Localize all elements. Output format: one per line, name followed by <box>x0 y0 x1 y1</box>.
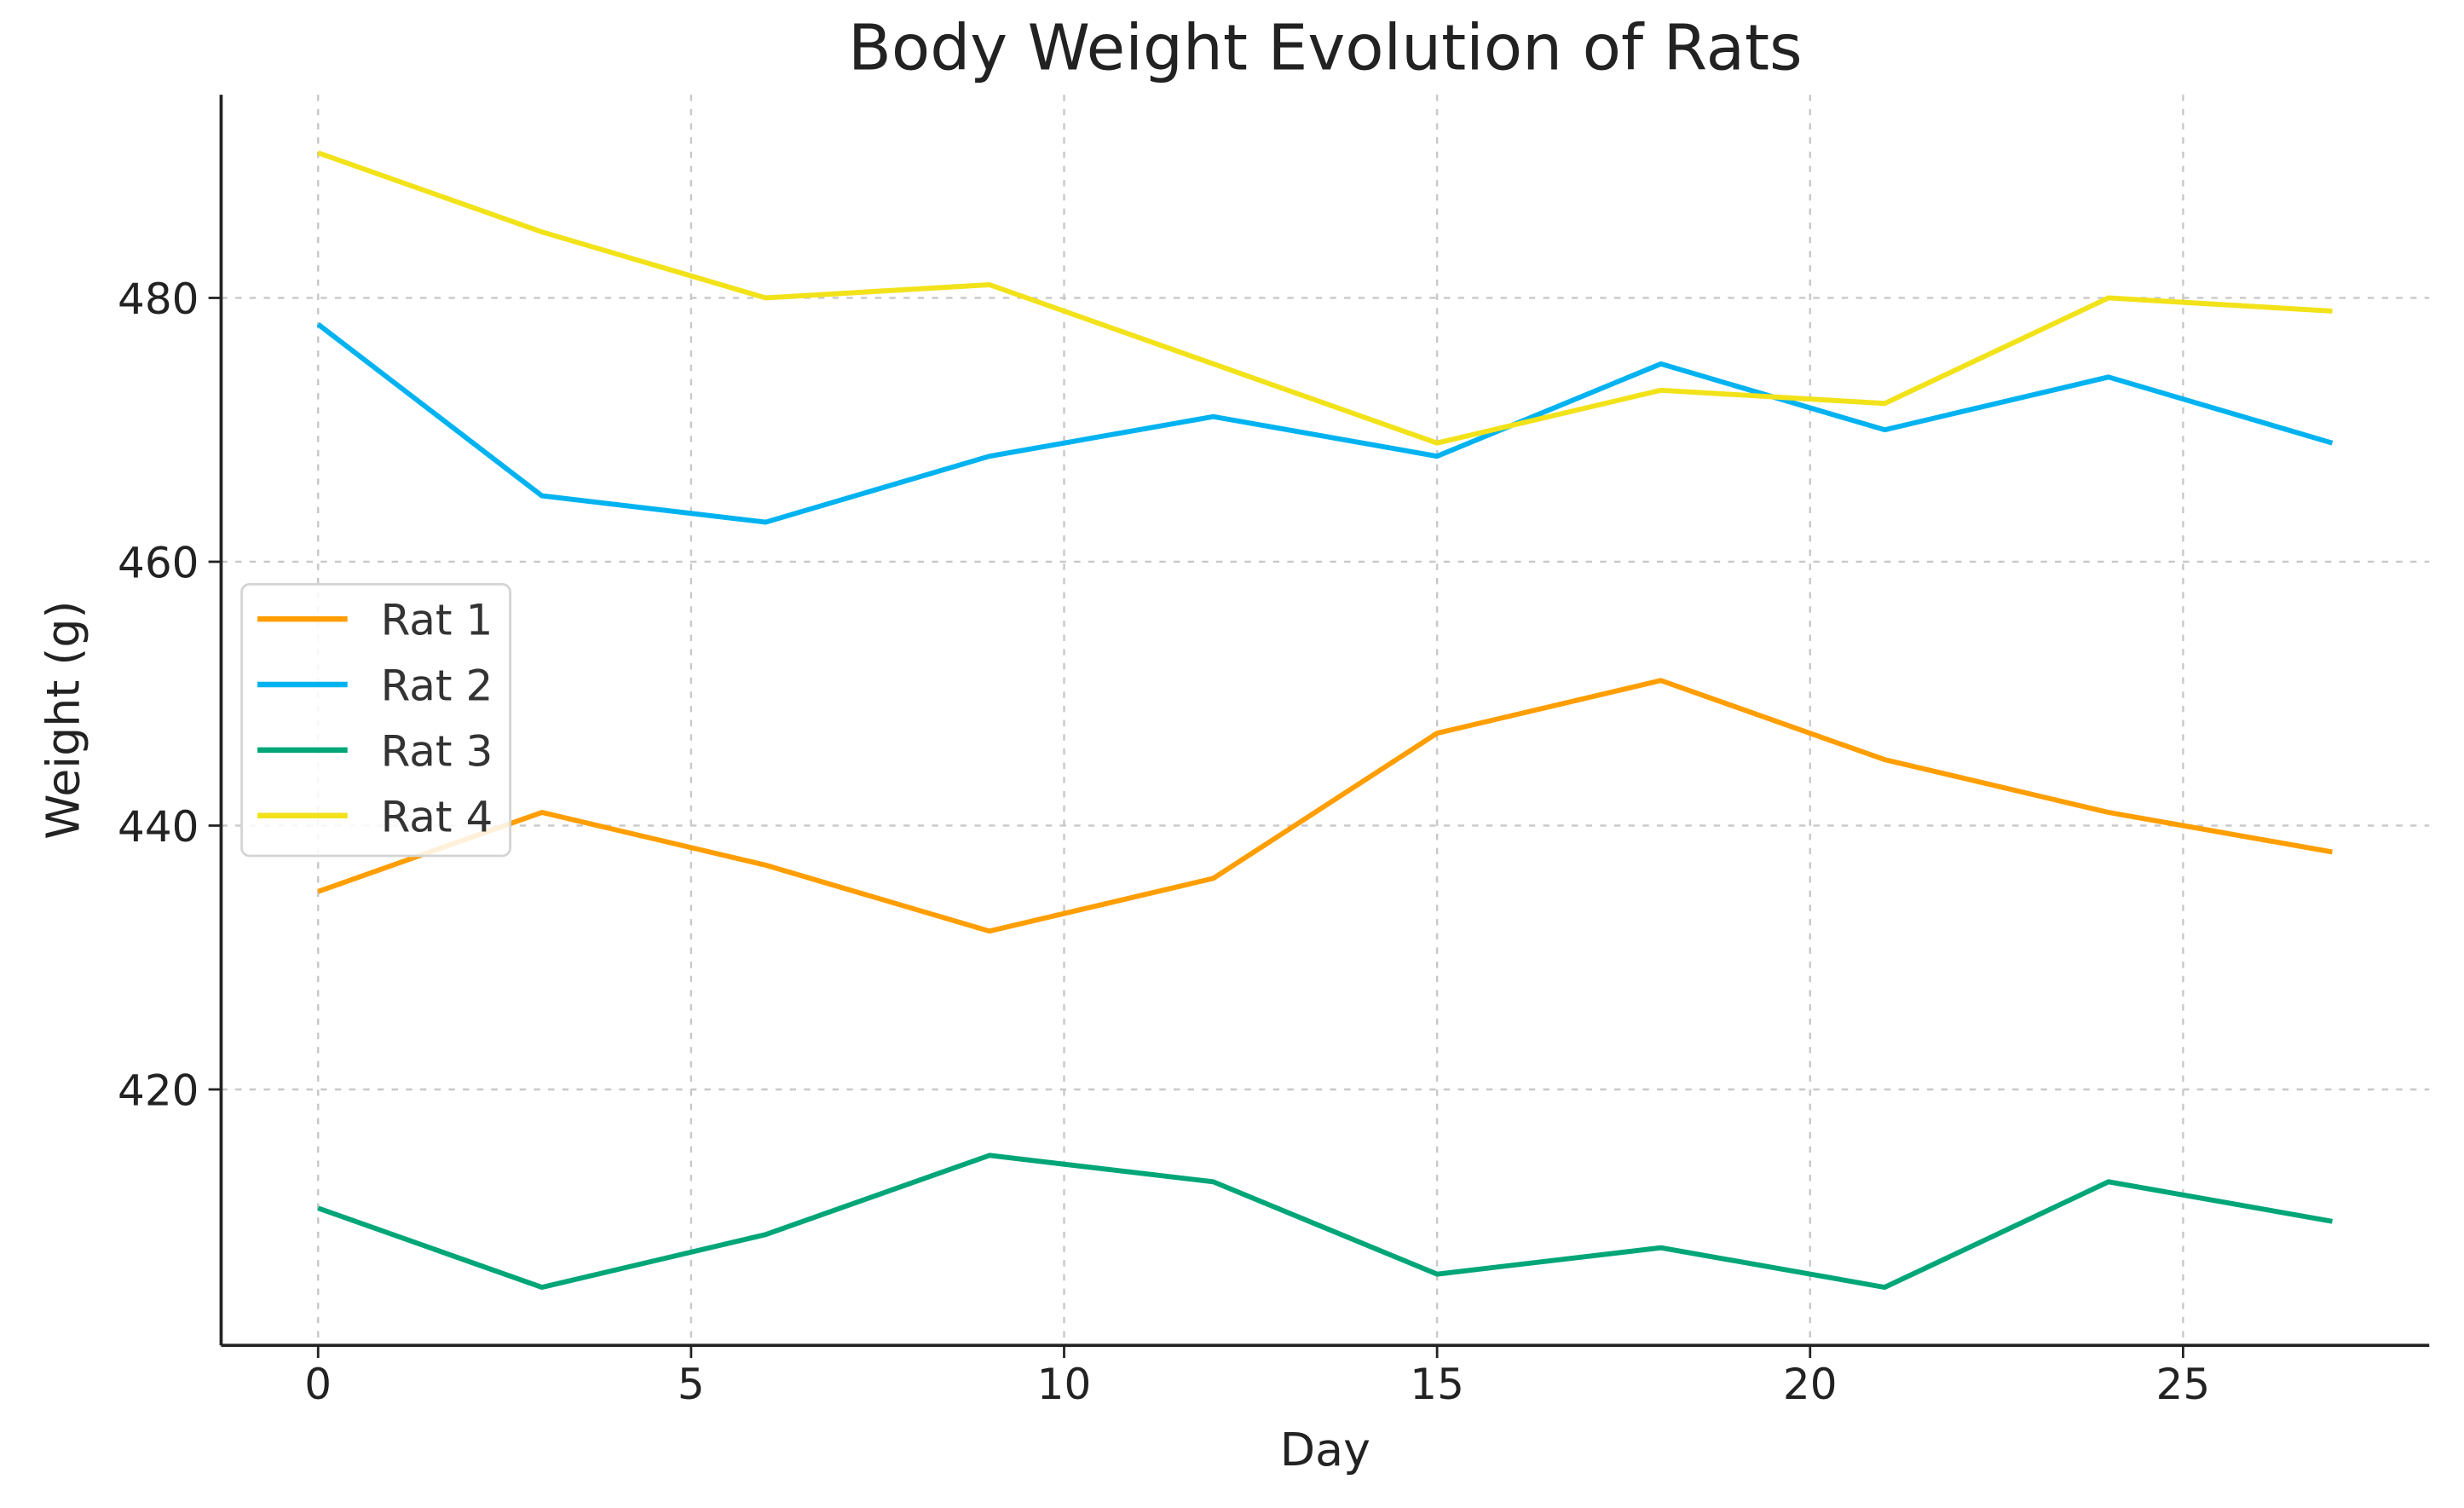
x-tick-label: 20 <box>1783 1360 1838 1409</box>
y-tick-label: 480 <box>118 274 199 324</box>
y-ticks: 420 440 460 480 <box>118 274 222 1116</box>
x-tick-label: 10 <box>1037 1360 1092 1409</box>
chart-title: Body Weight Evolution of Rats <box>848 12 1803 85</box>
legend-label: Rat 4 <box>381 792 493 841</box>
x-tick-label: 5 <box>678 1360 705 1409</box>
legend-label: Rat 2 <box>381 662 493 711</box>
x-tick-label: 15 <box>1410 1360 1464 1409</box>
x-axis-label: Day <box>1280 1423 1370 1476</box>
legend: Rat 1 Rat 2 Rat 3 Rat 4 <box>240 582 511 858</box>
series-lines <box>316 150 2334 1291</box>
series-line-rat-4 <box>317 150 2333 446</box>
legend-box <box>240 582 511 858</box>
grid <box>221 95 2430 1346</box>
x-tick-label: 25 <box>2156 1360 2211 1409</box>
y-tick-label: 440 <box>118 802 199 852</box>
x-ticks: 0 5 10 15 20 25 <box>304 1345 2210 1409</box>
y-axis-label: Weight (g) <box>37 601 90 840</box>
y-tick-label: 460 <box>118 539 199 588</box>
series-line-rat-3 <box>317 1153 2333 1291</box>
legend-label: Rat 3 <box>381 726 493 776</box>
x-tick-label: 0 <box>304 1360 332 1409</box>
y-tick-label: 420 <box>118 1066 199 1116</box>
series-line-rat-2 <box>316 322 2334 525</box>
legend-label: Rat 1 <box>381 596 493 645</box>
series-line-rat-1 <box>317 678 2333 934</box>
